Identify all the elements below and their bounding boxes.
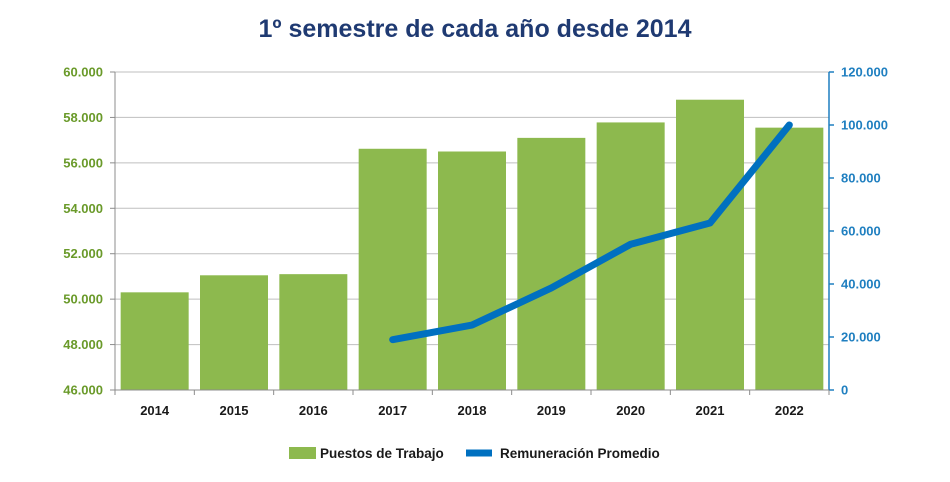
bar-puestos-2022 bbox=[755, 127, 824, 391]
chart-title: 1º semestre de cada año desde 2014 bbox=[259, 15, 692, 43]
x-tick-label: 2015 bbox=[220, 403, 249, 418]
legend-swatch-puestos bbox=[289, 447, 316, 459]
y-left-tick-label: 56.000 bbox=[63, 155, 103, 170]
y-right-tick-label: 120.000 bbox=[841, 65, 888, 80]
bar-puestos-2017 bbox=[358, 148, 427, 390]
legend-label-puestos: Puestos de Trabajo bbox=[320, 446, 444, 461]
bar-series bbox=[120, 99, 824, 391]
y-right-tick-label: 100.000 bbox=[841, 118, 888, 133]
y-left-tick-label: 58.000 bbox=[63, 110, 103, 125]
bar-puestos-2019 bbox=[517, 137, 586, 390]
line-point-remuneracion-2018 bbox=[471, 324, 473, 326]
bar-puestos-2018 bbox=[438, 151, 506, 390]
line-series bbox=[389, 121, 793, 344]
legend: Puestos de Trabajo Remuneración Promedio bbox=[289, 446, 660, 461]
y-right-tick-label: 40.000 bbox=[841, 277, 881, 292]
line-point-remuneracion-2017 bbox=[392, 339, 394, 341]
x-tick-label: 2018 bbox=[458, 403, 487, 418]
bar-puestos-2021 bbox=[676, 99, 744, 390]
y-axis-right-tick-labels: 0 20.000 40.000 60.000 80.000 100.000 120.000 bbox=[841, 65, 888, 398]
axes bbox=[110, 71, 834, 395]
x-tick-label: 2016 bbox=[299, 403, 328, 418]
bar-puestos-2015 bbox=[200, 275, 268, 390]
x-tick-label: 2014 bbox=[140, 403, 170, 418]
bar-puestos-2014 bbox=[120, 292, 189, 390]
y-right-tick-label: 80.000 bbox=[841, 171, 881, 186]
y-left-tick-label: 60.000 bbox=[63, 65, 103, 80]
line-point-remuneracion-2020 bbox=[630, 243, 632, 245]
line-point-remuneracion-2019 bbox=[550, 287, 552, 289]
y-axis-left-tick-labels: 46.000 48.000 50.000 52.000 54.000 56.000 58.0… bbox=[63, 65, 103, 398]
y-left-tick-label: 48.000 bbox=[63, 337, 103, 352]
y-left-tick-label: 54.000 bbox=[63, 201, 103, 216]
x-tick-label: 2021 bbox=[696, 403, 725, 418]
line-point-remuneracion-2021 bbox=[709, 222, 711, 224]
line-remuneracion-promedio bbox=[389, 121, 793, 344]
x-axis-tick-labels: 2014 2015 2016 2017 2018 2019 2020 2021 2022 bbox=[140, 403, 804, 418]
x-tick-label: 2017 bbox=[378, 403, 407, 418]
y-right-tick-label: 0 bbox=[841, 383, 848, 398]
x-tick-label: 2022 bbox=[775, 403, 804, 418]
legend-label-remuneracion: Remuneración Promedio bbox=[500, 446, 660, 461]
y-left-tick-label: 50.000 bbox=[63, 292, 103, 307]
y-right-tick-label: 60.000 bbox=[841, 224, 881, 239]
y-left-tick-label: 52.000 bbox=[63, 246, 103, 261]
y-left-tick-label: 46.000 bbox=[63, 383, 103, 398]
x-tick-label: 2019 bbox=[537, 403, 566, 418]
line-point-remuneracion-2022 bbox=[788, 124, 790, 126]
y-right-tick-label: 20.000 bbox=[841, 330, 881, 345]
x-tick-label: 2020 bbox=[616, 403, 645, 418]
bar-puestos-2016 bbox=[279, 274, 348, 390]
